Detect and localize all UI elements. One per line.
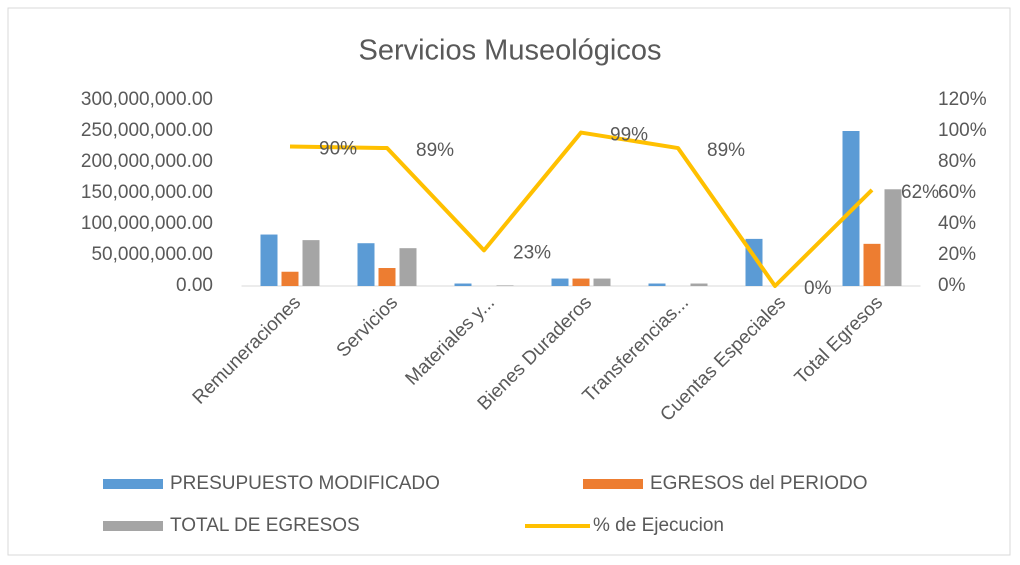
y2-tick-label: 20%: [938, 244, 976, 265]
data-label: 0%: [804, 278, 832, 299]
y-tick-label: 150,000,000.00: [81, 182, 213, 203]
legend-swatch: [103, 521, 163, 531]
data-label: 89%: [707, 140, 745, 161]
bar: [357, 243, 375, 286]
line: [289, 130, 874, 288]
data-label: 90%: [319, 139, 357, 160]
legend-swatch: [103, 479, 163, 489]
y-tick-label: 50,000,000.00: [91, 244, 213, 265]
bar: [281, 271, 299, 286]
legend-label: PRESUPUESTO MODIFICADO: [170, 473, 440, 494]
data-label: 89%: [416, 140, 454, 161]
data-label: 99%: [610, 125, 648, 146]
y2-tick-label: 120%: [938, 89, 987, 110]
y-tick-label: 0.00: [176, 275, 213, 296]
data-label: 23%: [513, 242, 551, 263]
bar: [593, 278, 611, 286]
chart-title: Servicios Museológicos: [358, 35, 661, 67]
y2-tick-label: 0%: [938, 275, 966, 296]
bar: [399, 248, 417, 286]
bar: [302, 240, 320, 286]
y-tick-label: 200,000,000.00: [81, 151, 213, 172]
y2-tick-label: 80%: [938, 151, 976, 172]
legend-label: EGRESOS del PERIODO: [650, 473, 868, 494]
legend-swatch: [583, 479, 643, 489]
y-tick-label: 250,000,000.00: [81, 120, 213, 141]
bar: [884, 189, 902, 286]
bar: [572, 278, 590, 286]
bar: [454, 283, 472, 286]
y2-tick-label: 40%: [938, 213, 976, 234]
bar: [551, 278, 569, 286]
legend-label: TOTAL DE EGRESOS: [170, 515, 360, 536]
y2-tick-label: 60%: [938, 182, 976, 203]
legend-label: % de Ejecucion: [593, 515, 724, 536]
bar: [863, 243, 881, 286]
y-tick-label: 300,000,000.00: [81, 89, 213, 110]
y-tick-label: 100,000,000.00: [81, 213, 213, 234]
bar: [496, 285, 514, 286]
bar: [690, 283, 708, 286]
bar: [260, 234, 278, 286]
data-label: 62%: [901, 182, 939, 203]
bar: [378, 268, 396, 286]
y2-tick-label: 100%: [938, 120, 987, 141]
bar: [648, 283, 666, 286]
